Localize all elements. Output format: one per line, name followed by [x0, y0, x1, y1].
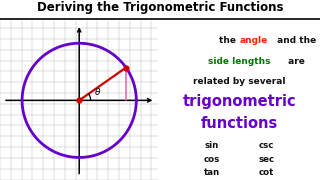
Text: Deriving the Trigonometric Functions: Deriving the Trigonometric Functions — [37, 1, 283, 14]
Text: angle: angle — [239, 36, 268, 45]
Text: sec: sec — [259, 155, 275, 164]
Text: side lengths: side lengths — [208, 57, 270, 66]
Text: related by several: related by several — [193, 77, 285, 86]
Text: θ: θ — [94, 88, 100, 97]
Text: and the: and the — [274, 36, 316, 45]
Text: tan: tan — [204, 168, 220, 177]
Text: sin: sin — [204, 141, 219, 150]
Text: cos: cos — [204, 155, 220, 164]
Text: functions: functions — [201, 116, 278, 131]
Text: the: the — [219, 36, 239, 45]
Text: cot: cot — [259, 168, 274, 177]
Text: trigonometric: trigonometric — [182, 94, 296, 109]
Text: are: are — [285, 57, 305, 66]
Text: csc: csc — [259, 141, 274, 150]
